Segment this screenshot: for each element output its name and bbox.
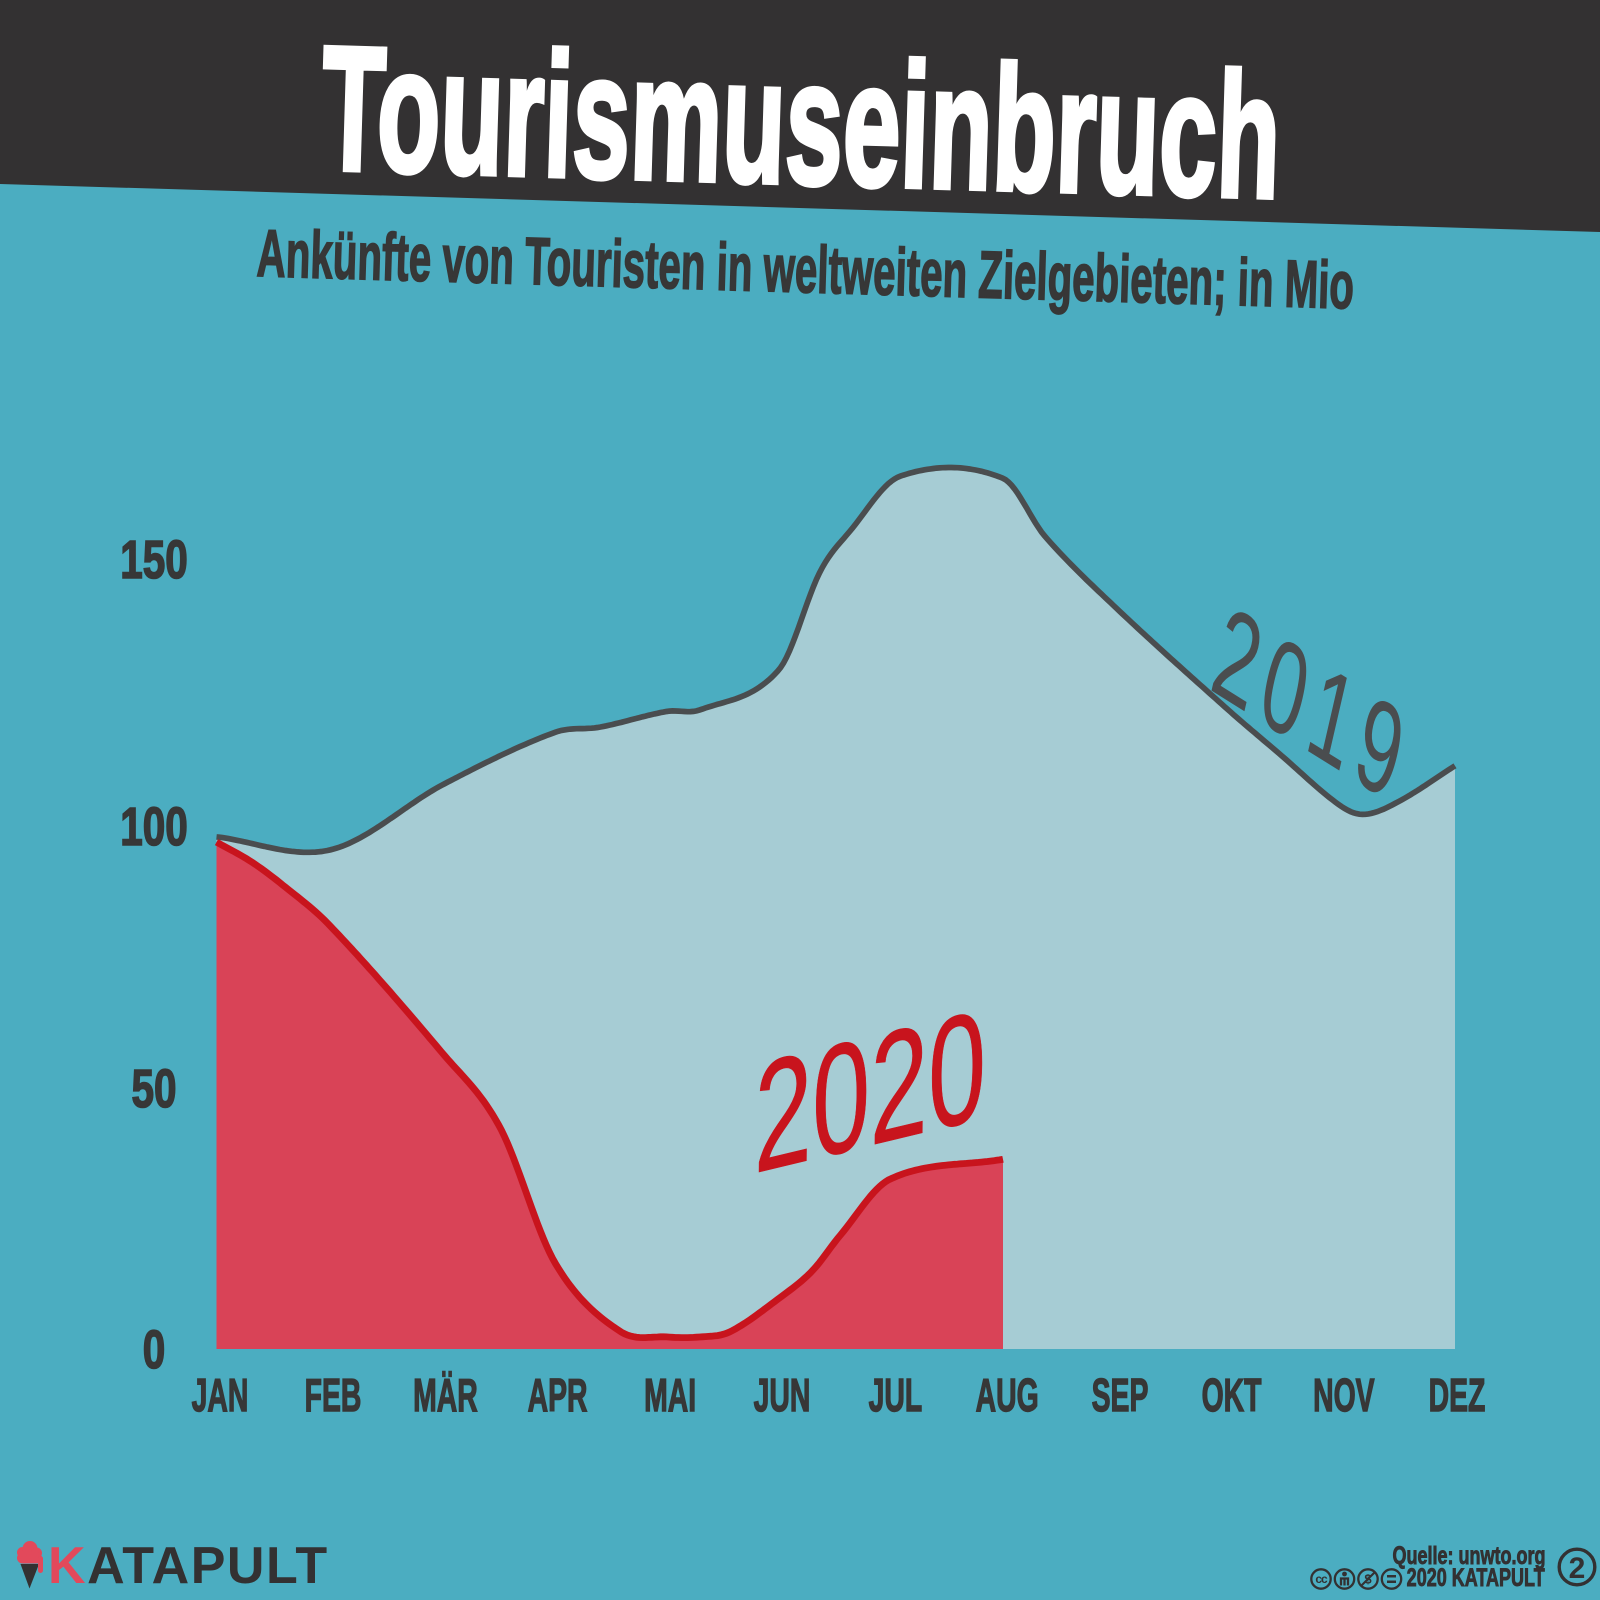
svg-text:cc: cc	[1316, 1572, 1329, 1586]
svg-text:2: 2	[1569, 1552, 1586, 1585]
